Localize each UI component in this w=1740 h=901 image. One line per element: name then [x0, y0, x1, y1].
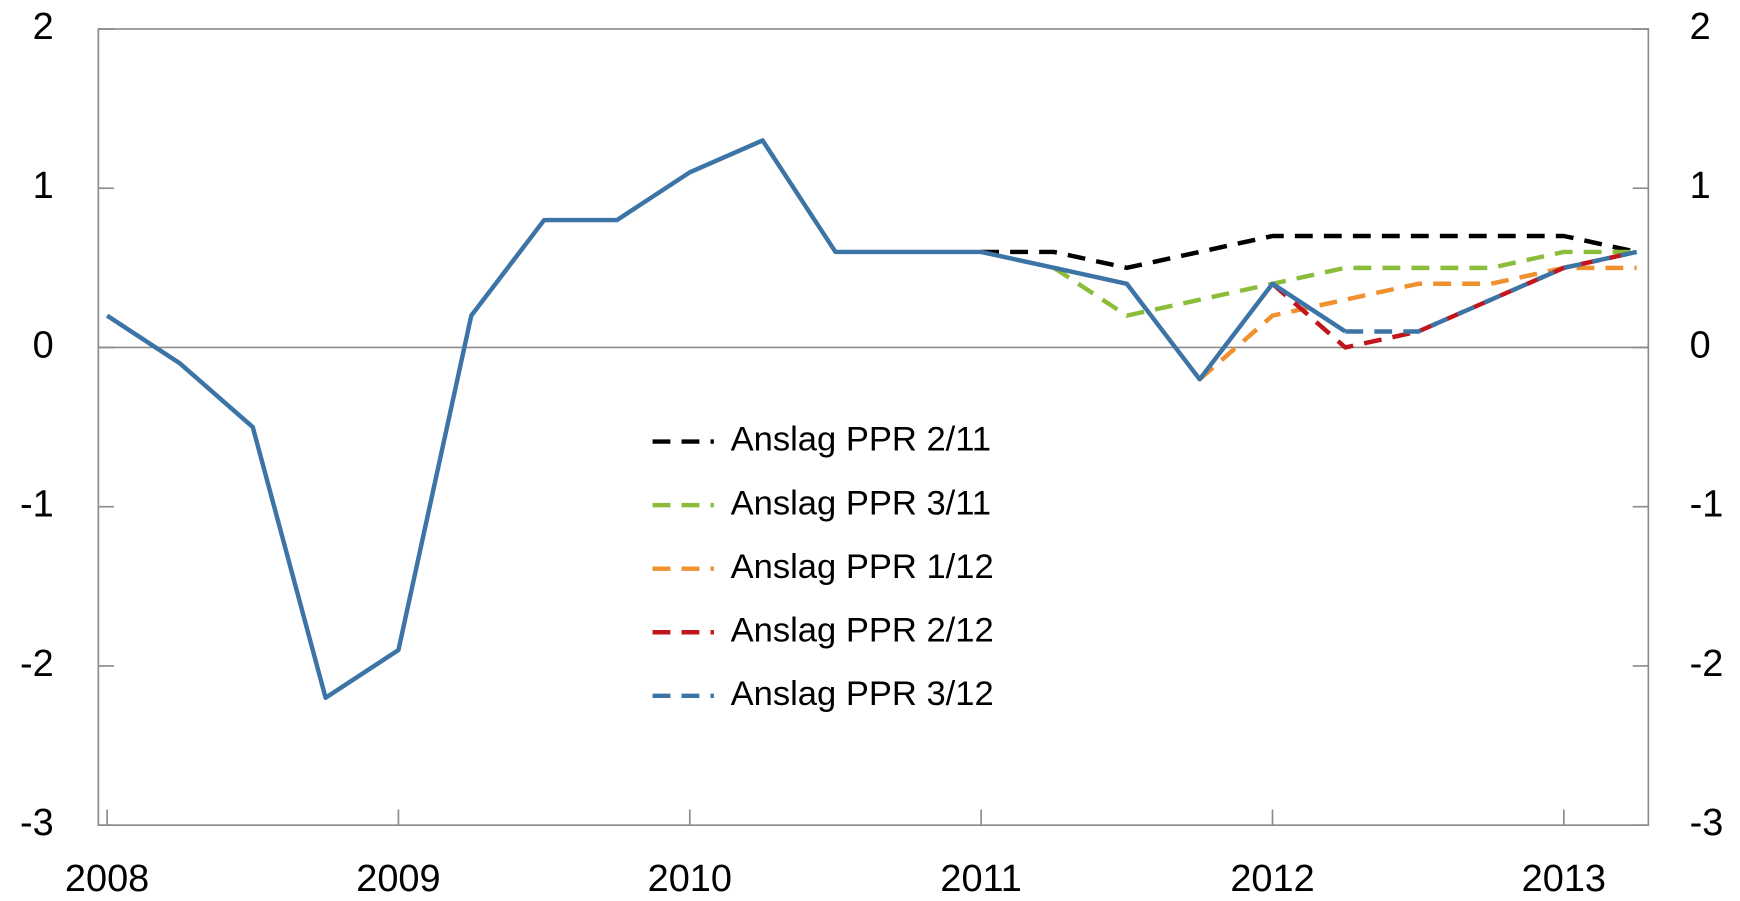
x-tick-label: 2008	[65, 858, 149, 900]
x-tick-label: 2012	[1230, 858, 1314, 900]
x-tick-label: 2010	[648, 858, 732, 900]
forecast-line	[981, 233, 1638, 271]
y2-tick-label: 0	[1690, 324, 1711, 366]
legend-label: Anslag PPR 2/12	[731, 611, 994, 649]
legend-label: Anslag PPR 1/12	[731, 548, 994, 586]
y-tick-label: -2	[20, 643, 54, 685]
y-tick-label: -1	[20, 484, 54, 526]
y-tick-label: 2	[33, 6, 54, 48]
plot-frame	[97, 28, 1650, 827]
forecast-line	[1271, 249, 1638, 350]
legend-label: Anslag PPR 3/12	[731, 675, 994, 713]
y2-tick-label: -3	[1690, 802, 1724, 844]
legend-label: Anslag PPR 2/11	[731, 421, 992, 459]
forecast-line	[1345, 249, 1638, 334]
x-tick-label: 2011	[940, 858, 1022, 900]
y2-tick-label: -1	[1690, 484, 1724, 526]
x-tick-label: 2009	[356, 858, 440, 900]
actual-line	[105, 138, 1347, 701]
y-tick-label: -3	[20, 802, 54, 844]
y2-tick-label: 1	[1690, 165, 1711, 207]
y2-tick-label: -2	[1690, 643, 1724, 685]
y2-tick-label: 2	[1690, 6, 1711, 48]
y-tick-label: 1	[33, 165, 54, 207]
legend-label: Anslag PPR 3/11	[731, 484, 992, 522]
x-tick-label: 2013	[1522, 858, 1606, 900]
forecast-line	[1052, 249, 1637, 318]
forecast-line	[1198, 265, 1637, 381]
y-tick-label: 0	[33, 324, 54, 366]
